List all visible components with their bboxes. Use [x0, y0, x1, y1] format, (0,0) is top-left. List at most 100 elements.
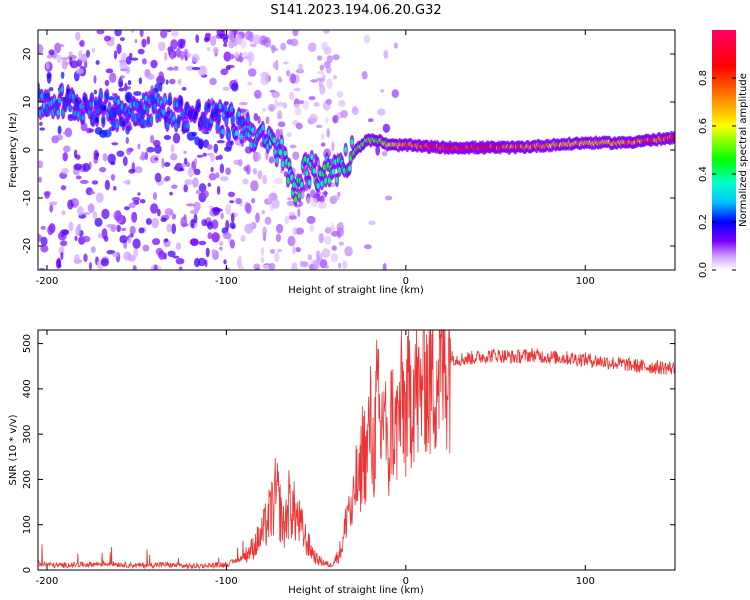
spectrogram-ridge-mark [180, 111, 184, 118]
spectrogram-noise-mark [119, 235, 128, 244]
spectrogram-noise-mark [56, 44, 65, 48]
spectrogram-noise-mark [211, 219, 219, 230]
spectrogram-noise-mark [96, 30, 105, 35]
spectrogram-noise-mark [213, 143, 219, 154]
spectrogram-ridge-mark [94, 100, 98, 107]
snr-y-ticks: 0 100 200 300 400 500 [22, 334, 675, 573]
spectrogram-noise-mark [250, 180, 259, 192]
spectrogram-ridge-mark [76, 111, 80, 118]
spectrogram-noise-mark [128, 202, 136, 209]
spectrogram-noise-mark [49, 204, 54, 213]
spectrogram-ridge-mark [310, 153, 314, 160]
spectrogram-noise-mark [193, 213, 198, 224]
spectrogram-noise-mark [47, 225, 54, 236]
colorbar-tick-label: 0.2 [698, 214, 709, 230]
spectrogram-noise-mark [297, 208, 301, 217]
spectrogram-noise-mark [57, 125, 62, 135]
spectrogram-ridge-mark [223, 105, 227, 112]
spectrogram-marks [38, 30, 675, 270]
spectrogram-y-tick-label: -10 [22, 190, 33, 206]
snr-y-tick-label: 200 [22, 470, 33, 489]
spectrogram-ridge-mark [179, 99, 183, 106]
spectrogram-noise-mark [295, 247, 301, 253]
colorbar-label: Normalized spectral amplitude [738, 73, 749, 227]
spectrogram-ridge-mark [251, 127, 255, 133]
spectrogram-ridge-mark [350, 139, 354, 145]
spectrogram-noise-mark [319, 64, 325, 71]
spectrogram-noise-mark [93, 89, 98, 95]
spectrogram-ridge-mark [275, 157, 279, 164]
spectrogram-noise-mark [207, 182, 212, 187]
spectrogram-noise-mark [332, 54, 340, 61]
spectrogram-noise-mark [262, 264, 272, 269]
spectrogram-noise-mark [299, 100, 304, 105]
spectrogram-ridge-mark [234, 130, 239, 136]
spectrogram-noise-mark [77, 206, 84, 216]
spectrogram-ridge-mark [272, 137, 276, 144]
spectrogram-noise-mark [262, 107, 267, 112]
spectrogram-noise-mark [138, 77, 143, 85]
spectrogram-ridge-mark [286, 177, 290, 184]
spectrogram-noise-mark [181, 86, 187, 91]
spectrogram-noise-mark [61, 210, 66, 216]
spectrogram-noise-mark [151, 154, 160, 159]
spectrogram-noise-mark [238, 159, 243, 167]
spectrogram-noise-mark [207, 47, 211, 52]
spectrogram-noise-mark [245, 164, 251, 175]
spectrogram-noise-mark [274, 98, 278, 109]
spectrogram-noise-mark [163, 135, 171, 140]
spectrogram-ridge-mark [322, 164, 326, 171]
spectrogram-noise-mark [39, 267, 46, 270]
spectrogram-noise-mark [186, 203, 195, 207]
snr-x-tick-label: 100 [576, 576, 595, 587]
spectrogram-noise-mark [152, 238, 161, 246]
spectrogram-noise-mark [49, 201, 58, 206]
spectrogram-noise-mark [286, 132, 292, 138]
spectrogram-noise-mark [291, 262, 298, 270]
spectrogram-noise-mark [284, 216, 290, 225]
spectrogram-noise-mark [74, 235, 78, 241]
spectrogram-ridge-mark [307, 179, 311, 186]
spectrogram-noise-mark [272, 198, 280, 209]
spectrogram-noise-mark [178, 266, 183, 270]
spectrogram-noise-mark [118, 87, 125, 92]
spectrogram-noise-mark [292, 246, 296, 255]
spectrogram-ridge-mark [56, 109, 60, 116]
spectrogram-noise-mark [320, 142, 326, 147]
spectrogram-noise-mark [137, 192, 141, 196]
spectrogram-noise-mark [295, 227, 304, 235]
spectrogram-ridge-mark [165, 122, 169, 128]
spectrogram-noise-mark [367, 118, 374, 123]
spectrogram-noise-mark [153, 191, 158, 200]
spectrogram-noise-mark [267, 103, 276, 112]
spectrogram-ridge-mark [185, 123, 190, 129]
spectrogram-noise-mark [292, 30, 299, 37]
snr-y-tick-label: 400 [22, 379, 33, 398]
spectrogram-noise-mark [201, 219, 208, 227]
spectrogram-noise-mark [318, 233, 324, 244]
spectrogram-noise-mark [393, 42, 398, 49]
spectrogram-noise-mark [220, 212, 224, 220]
snr-y-tick-label: 500 [22, 334, 33, 353]
spectrogram-noise-mark [113, 185, 117, 191]
spectrogram-noise-mark [58, 246, 65, 256]
spectrogram-y-tick-label: 0 [22, 147, 33, 153]
spectrogram-ridge-mark [145, 106, 149, 113]
spectrogram-ridge-mark [280, 138, 284, 145]
spectrogram-noise-mark [89, 262, 92, 270]
spectrogram-noise-mark [166, 30, 172, 33]
spectrogram-noise-mark [95, 60, 100, 65]
colorbar-tick-label: 0.8 [698, 70, 709, 86]
spectrogram-noise-mark [261, 210, 265, 215]
spectrogram-noise-mark [264, 216, 272, 225]
spectrogram-noise-mark [133, 91, 142, 96]
spectrogram-noise-mark [375, 145, 381, 156]
spectrogram-noise-mark [306, 196, 310, 205]
spectrogram-ridge-mark [144, 95, 148, 102]
snr-x-tick-label: 0 [403, 576, 409, 587]
spectrogram-noise-mark [223, 259, 227, 265]
spectrogram-y-tick-label: 20 [22, 48, 33, 61]
spectrogram-ridge-mark [163, 96, 167, 103]
spectrogram-noise-mark [331, 245, 337, 251]
spectrogram-noise-mark [307, 254, 313, 261]
